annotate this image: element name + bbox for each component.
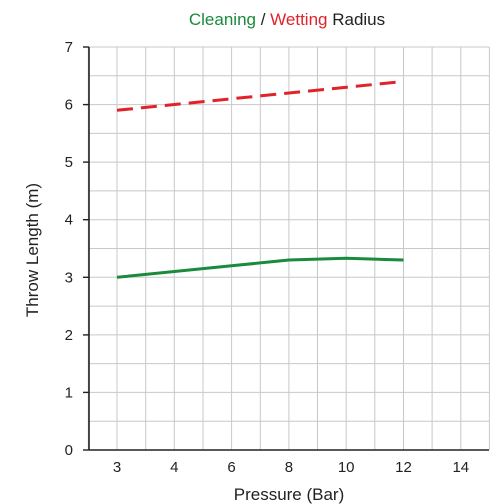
x-tick-label: 10: [338, 459, 355, 476]
y-tick-label: 0: [65, 442, 73, 459]
axes: [83, 46, 489, 451]
chart-title: Cleaning / Wetting Radius: [189, 10, 385, 29]
x-tick-label: 6: [227, 459, 235, 476]
y-tick-label: 3: [65, 269, 73, 286]
title-part: /: [256, 10, 270, 29]
x-axis-label: Pressure (Bar): [234, 485, 345, 504]
title-part: Radius: [327, 10, 385, 29]
y-tick-label: 7: [65, 39, 73, 56]
series-line-cleaning: [116, 256, 404, 279]
x-tick-label: 12: [395, 459, 412, 476]
y-tick-label: 1: [65, 384, 73, 401]
series-lines: [116, 80, 404, 279]
x-tick-label: 4: [170, 459, 178, 476]
y-tick-label: 4: [65, 212, 73, 229]
y-axis-ticks: 0 1 2 3 4 5 6 7: [65, 39, 73, 459]
x-tick-label: 8: [285, 459, 293, 476]
y-tick-label: 6: [65, 97, 73, 114]
y-tick-label: 2: [65, 327, 73, 344]
x-tick-label: 14: [452, 459, 469, 476]
x-axis-ticks: 3 4 6 8 10 12 14: [113, 459, 469, 476]
x-tick-label: 3: [113, 459, 121, 476]
title-part: Wetting: [270, 10, 327, 29]
grid: [87, 46, 490, 450]
y-tick-label: 5: [65, 154, 73, 171]
y-axis-label: Throw Length (m): [23, 183, 42, 317]
title-part: Cleaning: [189, 10, 256, 29]
